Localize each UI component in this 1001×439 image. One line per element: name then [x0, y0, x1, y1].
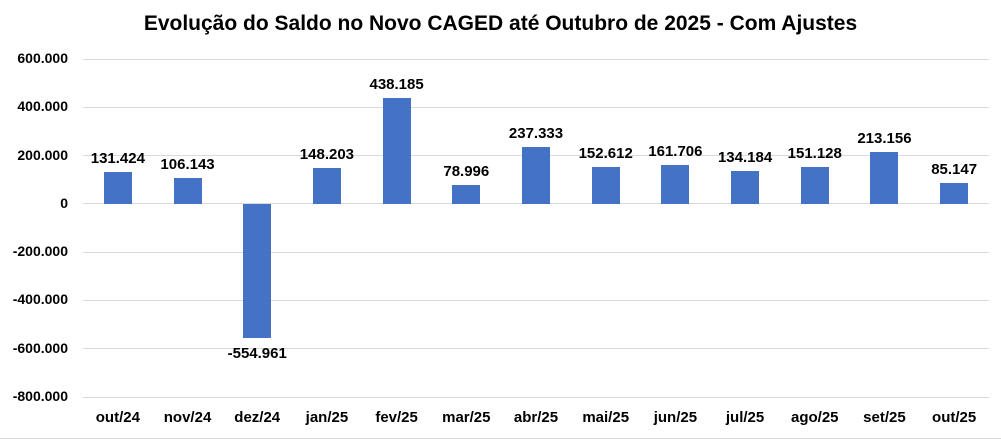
- value-label-jun-25: 161.706: [648, 142, 703, 160]
- x-tick-label-mar-25: mar/25: [442, 409, 491, 426]
- x-tick-label-nov-24: nov/24: [163, 409, 212, 426]
- bar-jan-25: [312, 168, 341, 204]
- value-label-out-24: 131.424: [90, 150, 145, 168]
- x-tick-label-jun-25: jun/25: [653, 409, 698, 426]
- bar-set-25: [870, 152, 899, 204]
- plot-area: 131.424 106.143 -554.961 148.203 438.185 78.9…: [83, 58, 989, 398]
- x-tick-label-abr-25: abr/25: [513, 409, 559, 426]
- y-tick-label: -600.000: [12, 339, 68, 356]
- y-tick-label: -800.000: [12, 388, 68, 404]
- bar-ago-25: [800, 167, 829, 204]
- gridline-400000: [83, 106, 989, 108]
- x-axis: out/24 nov/24 dez/24 jan/25 fev/25 mar/25 abr/…: [83, 405, 989, 429]
- bar-abr-25: [522, 146, 550, 204]
- y-tick-label: 400.000: [17, 98, 68, 115]
- gridline--200000: [83, 251, 989, 253]
- gridline-0: [83, 203, 989, 205]
- x-tick-label-set-25: set/25: [863, 409, 906, 426]
- value-label-mai-25: 152.612: [578, 145, 633, 162]
- value-label-out-25: 85.147: [931, 161, 978, 179]
- y-tick-label: 600.000: [17, 50, 68, 66]
- x-tick-label-dez-24: dez/24: [234, 409, 281, 426]
- gridline--600000: [83, 348, 989, 350]
- y-axis: 600.000 400.000 200.000 0 -200.000 -400.000 -6…: [0, 0, 72, 438]
- y-tick-label: 200.000: [17, 146, 68, 163]
- bar-fev-25: [382, 98, 411, 204]
- x-tick-label-ago-25: ago/25: [791, 409, 839, 426]
- y-tick-label: -400.000: [12, 291, 68, 308]
- value-label-ago-25: 151.128: [787, 145, 842, 163]
- x-tick-label-mai-25: mai/25: [582, 409, 630, 426]
- x-tick-label-jan-25: jan/25: [305, 409, 349, 426]
- gridline--400000: [83, 299, 989, 301]
- value-label-fev-25: 438.185: [369, 76, 424, 94]
- bar-mai-25: [591, 167, 620, 204]
- value-label-jul-25: 134.184: [717, 149, 773, 167]
- bar-dez-24: [243, 203, 272, 338]
- x-tick-label-out-24: out/24: [95, 409, 140, 426]
- gridline-600000: [83, 58, 989, 60]
- value-label-mar-25: 78.996: [443, 162, 490, 180]
- bar-jun-25: [661, 164, 690, 204]
- value-label-jan-25: 148.203: [299, 146, 355, 164]
- value-label-dez-24: -554.961: [227, 344, 287, 362]
- chart-title: Evolução do Saldo no Novo CAGED até Outu…: [143, 12, 858, 35]
- bar-nov-24: [173, 178, 202, 204]
- value-label-set-25: 213.156: [857, 130, 912, 148]
- y-tick-label: -200.000: [12, 243, 68, 260]
- value-label-nov-24: 106.143: [160, 156, 215, 174]
- value-label-abr-25: 237.333: [508, 124, 564, 142]
- bar-out-24: [103, 172, 132, 204]
- gridline--800000: [83, 396, 989, 398]
- bar-mar-25: [452, 184, 481, 204]
- bar-jul-25: [731, 171, 760, 204]
- x-tick-label-out-25: out/25: [932, 409, 977, 426]
- x-tick-label-jul-25: jul/25: [725, 409, 765, 426]
- x-tick-label-fev-25: fev/25: [375, 409, 418, 426]
- bar-out-25: [940, 183, 969, 204]
- y-tick-label: 0: [60, 194, 68, 211]
